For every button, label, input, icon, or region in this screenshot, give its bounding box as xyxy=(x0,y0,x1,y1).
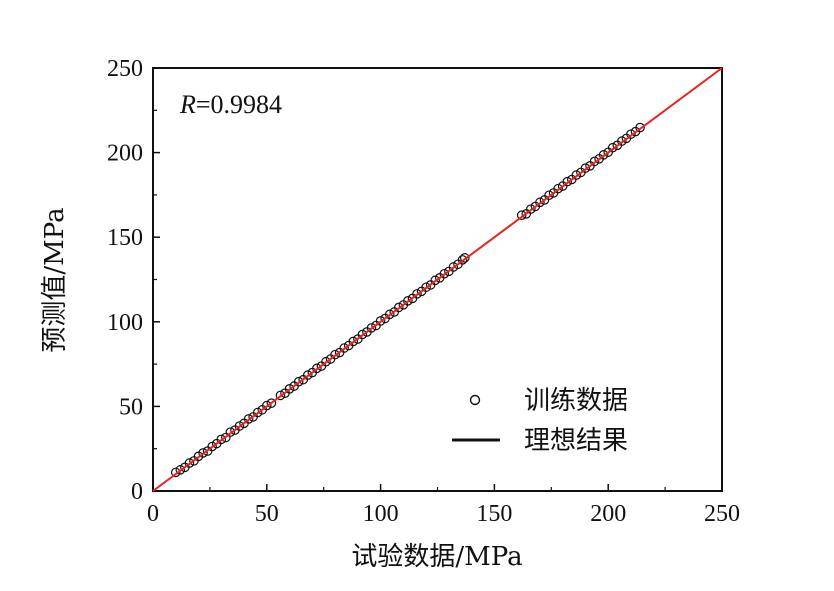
data-point xyxy=(607,142,618,153)
data-point xyxy=(184,458,195,468)
data-point xyxy=(375,316,386,326)
data-point xyxy=(339,343,349,353)
data-point xyxy=(421,282,431,293)
data-point xyxy=(243,414,254,424)
data-point xyxy=(302,370,313,380)
data-point xyxy=(430,275,441,286)
data-point xyxy=(535,197,545,208)
legend: 训练数据 理想结果 xyxy=(452,386,628,456)
data-point xyxy=(516,210,527,221)
ideal-line xyxy=(152,67,723,492)
legend-label-training: 训练数据 xyxy=(524,386,628,416)
data-point xyxy=(384,309,395,320)
data-point xyxy=(348,336,359,347)
y-tick-label: 100 xyxy=(107,310,143,336)
y-axis-title: 预测值/MPa xyxy=(40,207,70,352)
data-point xyxy=(544,190,554,201)
data-point xyxy=(460,253,470,263)
data-point xyxy=(553,183,563,194)
x-tick-label: 50 xyxy=(255,501,279,527)
axis-tick-labels: 0 50 100 150 200 250 0 50 100 150 200 250 xyxy=(107,56,740,527)
data-point xyxy=(439,268,450,279)
data-point xyxy=(598,149,609,160)
y-tick-label: 50 xyxy=(119,394,143,420)
data-point xyxy=(562,176,573,187)
data-point xyxy=(394,302,404,313)
legend-label-ideal: 理想结果 xyxy=(524,426,628,456)
data-point xyxy=(170,467,181,478)
x-tick-label: 250 xyxy=(704,501,740,527)
scatter-points xyxy=(170,122,645,478)
data-point xyxy=(403,296,413,306)
data-point xyxy=(216,434,227,445)
r-symbol: R xyxy=(179,90,196,119)
data-point xyxy=(589,156,600,167)
data-point xyxy=(293,376,304,387)
r-annotation: R=0.9984 xyxy=(179,90,282,119)
data-point xyxy=(198,448,208,458)
data-point xyxy=(266,398,277,408)
data-point xyxy=(412,289,422,299)
data-point xyxy=(357,329,368,340)
y-tick-label: 150 xyxy=(107,225,143,251)
data-point xyxy=(312,363,322,374)
data-point xyxy=(275,390,286,401)
data-point xyxy=(261,400,272,411)
y-tick-label: 250 xyxy=(107,56,143,82)
r-value: =0.9984 xyxy=(196,90,282,119)
x-tick-label: 100 xyxy=(363,501,399,527)
data-point xyxy=(635,122,645,133)
data-point xyxy=(626,129,636,139)
data-point xyxy=(175,465,186,475)
y-tick-label: 200 xyxy=(107,141,143,167)
data-point xyxy=(366,323,377,333)
y-tick-label: 0 xyxy=(131,479,143,505)
x-tick-label: 150 xyxy=(476,501,512,527)
x-tick-label: 200 xyxy=(590,501,626,527)
data-point xyxy=(225,427,236,437)
legend-marker-circle xyxy=(469,394,481,406)
x-axis-title: 试验数据/MPa xyxy=(351,542,522,572)
data-point xyxy=(330,349,340,360)
x-tick-label: 0 xyxy=(147,501,159,527)
data-point xyxy=(580,163,591,173)
data-point xyxy=(457,255,468,265)
